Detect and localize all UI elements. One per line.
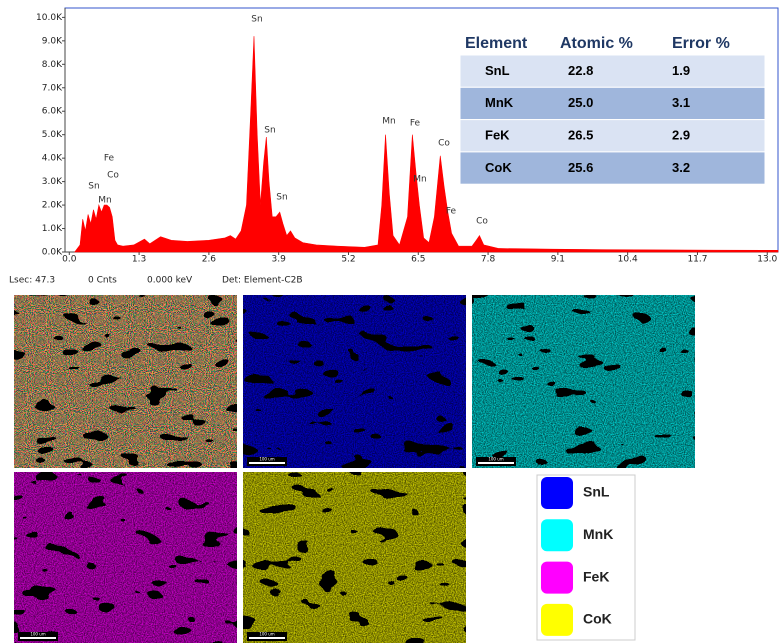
- peak-label: Fe: [410, 119, 421, 129]
- table-header: Atomic %: [560, 35, 633, 52]
- results-table: Element Atomic % Error % SnL 22.8 1.9 MnK 25.0 3…: [460, 35, 765, 184]
- mnk-map: [472, 295, 695, 468]
- status-text: 0 Cnts: [88, 276, 117, 286]
- peak-label: Fe: [446, 207, 457, 217]
- x-tick-label: 13.0: [757, 255, 777, 265]
- table-cell: FeK: [485, 128, 510, 143]
- peak-label: Mn: [413, 175, 426, 185]
- legend-swatch: [541, 562, 573, 594]
- y-tick-label: 0.0K: [42, 248, 63, 258]
- snl-map: [243, 295, 466, 468]
- scale-bar-label: 100 um: [259, 632, 274, 637]
- table-cell: MnK: [485, 95, 514, 110]
- y-tick-label: 3.0K: [42, 177, 63, 187]
- status-text: 0.000 keV: [147, 276, 193, 286]
- peak-label: Sn: [251, 15, 262, 25]
- x-tick-label: 0.0: [62, 255, 77, 265]
- status-text: Lsec: 47.3: [9, 276, 55, 286]
- x-tick-label: 10.4: [618, 255, 638, 265]
- cok-map: [243, 472, 466, 643]
- table-cell: CoK: [485, 160, 512, 175]
- peak-label: Co: [107, 171, 119, 181]
- legend-swatch: [541, 519, 573, 551]
- scale-line: [20, 637, 56, 639]
- x-tick-label: 1.3: [132, 255, 146, 265]
- status-bar: Lsec: 47.3 0 Cnts 0.000 keV Det: Element-C2…: [9, 276, 303, 286]
- table-cell: SnL: [485, 63, 510, 78]
- peak-label: Co: [438, 139, 450, 149]
- table-cell: 26.5: [568, 128, 593, 143]
- y-tick-label: 10.0K: [36, 13, 63, 23]
- peak-label: Sn: [276, 193, 287, 203]
- scale-line: [249, 637, 285, 639]
- x-tick-label: 6.5: [411, 255, 425, 265]
- table-cell: 1.9: [672, 63, 690, 78]
- y-tick-label: 9.0K: [42, 36, 63, 46]
- status-text: Det: Element-C2B: [222, 276, 303, 286]
- legend-label: FeK: [583, 568, 609, 584]
- table-cell: 22.8: [568, 63, 593, 78]
- table-cell: 3.1: [672, 95, 690, 110]
- peak-label: Sn: [88, 182, 99, 192]
- x-tick-label: 11.7: [687, 255, 707, 265]
- scale-line: [249, 462, 285, 464]
- overlay-map: [14, 295, 237, 468]
- y-tick-label: 7.0K: [42, 83, 63, 93]
- peak-label: Co: [476, 217, 488, 227]
- y-tick-label: 8.0K: [42, 60, 63, 70]
- table-header: Element: [465, 35, 528, 52]
- table-cell: 2.9: [672, 128, 690, 143]
- legend-swatch: [541, 604, 573, 636]
- table-cell: 25.0: [568, 95, 593, 110]
- peak-label: Sn: [264, 126, 275, 136]
- legend-swatch: [541, 477, 573, 509]
- legend-label: CoK: [583, 611, 612, 627]
- peak-label: Fe: [104, 154, 115, 164]
- y-tick-label: 5.0K: [42, 130, 63, 140]
- table-cell: 25.6: [568, 160, 593, 175]
- page: 0.0K 1.0K 2.0K 3.0K 4.0K 5.0K 6.0K 7.0K 8.0K 9.0K…: [0, 0, 779, 643]
- x-tick-label: 2.6: [202, 255, 217, 265]
- x-tick-label: 7.8: [481, 255, 496, 265]
- y-tick-label: 6.0K: [42, 107, 63, 117]
- legend-label: SnL: [583, 484, 610, 500]
- x-tick-label: 3.9: [272, 255, 287, 265]
- table-cell: 3.2: [672, 160, 690, 175]
- scale-line: [478, 462, 514, 464]
- y-tick-label: 2.0K: [42, 201, 63, 211]
- x-tick-label: 5.2: [341, 255, 355, 265]
- y-tick-label: 4.0K: [42, 154, 63, 164]
- scale-bar-label: 100 um: [488, 457, 503, 462]
- fek-map: [14, 472, 237, 643]
- scale-bar-label: 100 um: [259, 457, 274, 462]
- peak-label: Mn: [98, 196, 111, 206]
- peak-label: Mn: [382, 117, 395, 127]
- legend-label: MnK: [583, 526, 613, 542]
- x-tick-label: 9.1: [551, 255, 565, 265]
- scale-bar-label: 100 um: [30, 632, 45, 637]
- table-header: Error %: [672, 35, 730, 52]
- y-tick-label: 1.0K: [42, 224, 63, 234]
